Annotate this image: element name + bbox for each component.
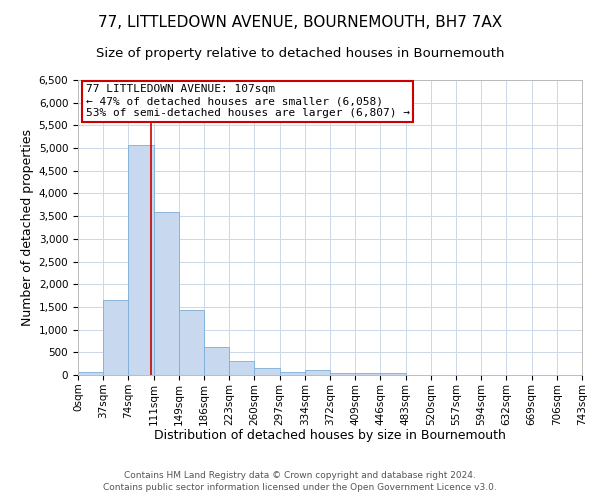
Bar (229, 361, 254, 375)
Text: Size of property relative to detached houses in Bournemouth: Size of property relative to detached ho… (96, 48, 504, 60)
Bar (280, 372, 305, 375)
Bar (78, 372, 103, 375)
Bar (380, 372, 406, 375)
Bar (128, 144, 154, 375)
Bar (305, 370, 330, 375)
X-axis label: Distribution of detached houses by size in Bournemouth: Distribution of detached houses by size … (154, 429, 506, 442)
Bar (204, 347, 229, 375)
Text: Contains public sector information licensed under the Open Government Licence v3: Contains public sector information licen… (103, 484, 497, 492)
Bar (355, 372, 380, 375)
Bar (330, 372, 355, 375)
Bar (254, 368, 280, 375)
Text: Contains HM Land Registry data © Crown copyright and database right 2024.: Contains HM Land Registry data © Crown c… (124, 471, 476, 480)
Text: 77, LITTLEDOWN AVENUE, BOURNEMOUTH, BH7 7AX: 77, LITTLEDOWN AVENUE, BOURNEMOUTH, BH7 … (98, 15, 502, 30)
Text: 77 LITTLEDOWN AVENUE: 107sqm
← 47% of detached houses are smaller (6,058)
53% of: 77 LITTLEDOWN AVENUE: 107sqm ← 47% of de… (86, 84, 410, 117)
Y-axis label: Number of detached properties: Number of detached properties (22, 129, 34, 326)
Bar (154, 212, 179, 375)
Bar (103, 300, 128, 375)
Bar (179, 310, 204, 375)
